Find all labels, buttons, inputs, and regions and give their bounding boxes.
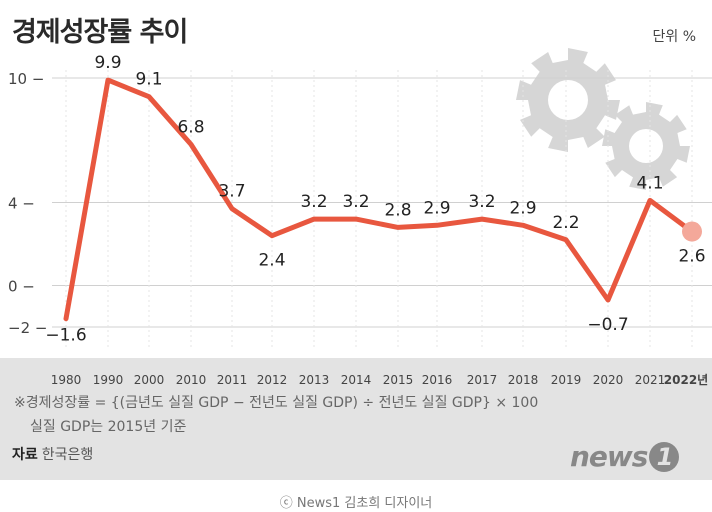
series-line [63, 77, 695, 322]
brand-logo: news 1 [570, 440, 680, 473]
x-tick-label: 2011 [217, 373, 248, 387]
data-label: 9.1 [135, 70, 162, 90]
data-label: 9.9 [94, 53, 121, 73]
source-label: 자료 [12, 447, 38, 463]
source-value: 한국은행 [41, 447, 94, 463]
data-label: 2.8 [384, 200, 411, 220]
y-tick-label: 4 − [8, 195, 35, 213]
data-label: 6.8 [177, 117, 204, 137]
brand-number: 1 [649, 442, 680, 472]
y-tick-label: −2 − [8, 319, 47, 337]
data-label: 3.2 [468, 192, 495, 212]
footnote-basis: 실질 GDP는 2015년 기준 [30, 419, 187, 435]
x-tick-label: 2014 [341, 373, 372, 387]
x-tick-label: 2010 [176, 373, 207, 387]
y-tick-label: 0 − [8, 278, 35, 296]
x-tick-label: 2000 [134, 373, 165, 387]
y-tick-label: 10 − [8, 70, 44, 88]
gear-icon [602, 102, 690, 190]
chart-title: 경제성장률 추이 [12, 17, 188, 48]
data-label: −1.6 [45, 326, 86, 346]
source-line: 자료 한국은행 [12, 444, 93, 464]
data-label: 2.9 [423, 198, 450, 218]
x-tick-label: 2015 [383, 373, 414, 387]
x-tick-label: 2022년 [664, 373, 708, 387]
x-tick-label: 2016 [422, 373, 453, 387]
x-tick-label: 2017 [467, 373, 498, 387]
x-tick-label: 1990 [93, 373, 124, 387]
x-tick-label: 2020 [593, 373, 624, 387]
x-tick-label: 2019 [551, 373, 582, 387]
x-tick-label: 2012 [257, 373, 288, 387]
data-label: 3.7 [218, 182, 245, 202]
unit-label: 단위 % [652, 29, 696, 45]
data-label: −0.7 [587, 315, 628, 335]
data-label: 3.2 [342, 192, 369, 212]
gear-icon [516, 48, 620, 152]
credit-line: ⓒ News1 김초희 디자이너 [279, 496, 433, 511]
growth-rate-chart: 10 − 4 − 0 − −2 − −1.6 9.9 9.1 6.8 3.7 2.4 3.2 3.2… [8, 48, 712, 350]
footer-panel [0, 358, 712, 480]
brand-text: news [570, 440, 648, 473]
data-label: 2.6 [678, 247, 705, 267]
x-axis: 1980 1990 2000 2010 2011 2012 2013 2014 2015 2016… [51, 373, 709, 387]
data-label: 2.4 [258, 251, 285, 271]
x-tick-label: 2013 [299, 373, 330, 387]
data-label: 2.9 [509, 198, 536, 218]
data-label: 3.2 [300, 192, 327, 212]
data-label: 4.1 [636, 173, 663, 193]
x-tick-label: 1980 [51, 373, 82, 387]
data-label: 2.2 [552, 213, 579, 233]
x-tick-label: 2018 [508, 373, 539, 387]
last-point-highlight [682, 221, 702, 242]
x-tick-label: 2021 [635, 373, 666, 387]
footnote-formula: ※경제성장률 = {(금년도 실질 GDP − 전년도 실질 GDP) ÷ 전년… [14, 395, 539, 411]
